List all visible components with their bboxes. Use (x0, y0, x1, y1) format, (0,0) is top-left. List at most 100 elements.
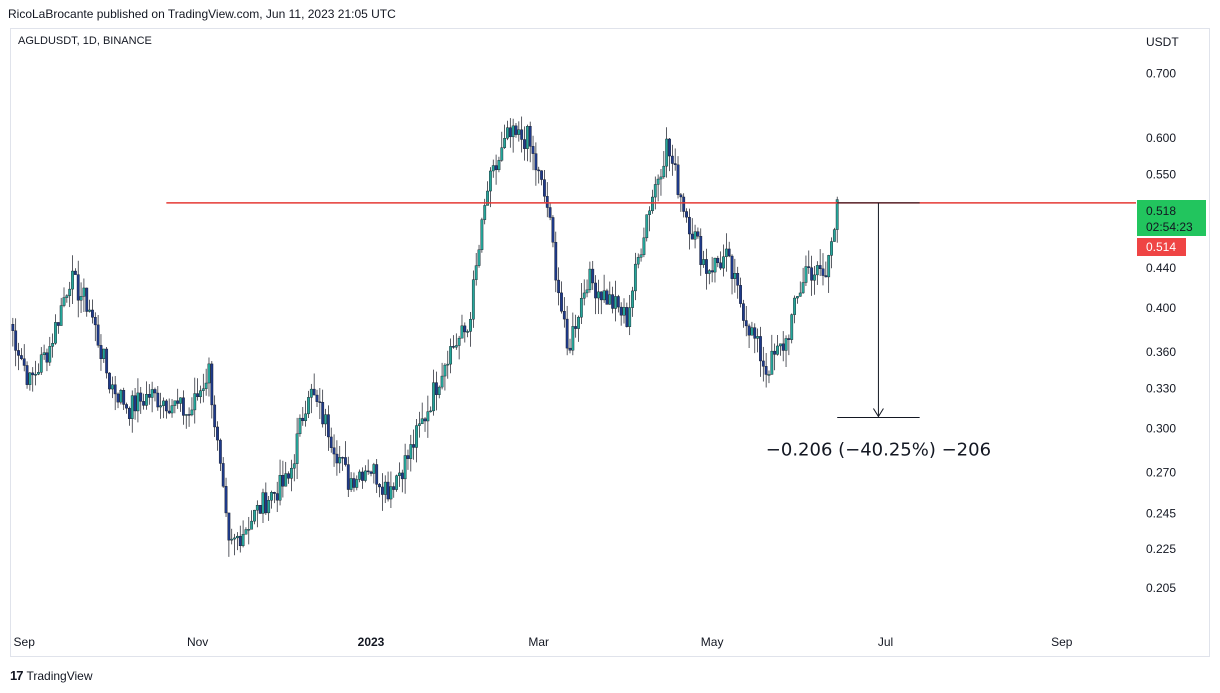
candle-down (380, 486, 384, 495)
candle-up (338, 457, 342, 464)
candle-down (551, 217, 555, 243)
candle-up (159, 405, 163, 408)
candle-up (622, 307, 626, 316)
candle-up (645, 214, 649, 239)
candle-down (565, 318, 569, 349)
candle-up (304, 413, 308, 422)
candle-up (432, 382, 435, 412)
candle-down (540, 170, 543, 180)
candle-down (378, 484, 381, 488)
candle-down (341, 457, 344, 459)
candle-down (761, 360, 765, 367)
x-tick-label: Sep (1051, 635, 1073, 649)
candle-down (605, 290, 609, 305)
candle-up (449, 346, 453, 365)
candle-down (537, 169, 541, 172)
candle-down (315, 394, 319, 402)
candle-down (105, 348, 109, 374)
candle-up (62, 297, 66, 306)
candle-up (835, 199, 839, 230)
candle-up (733, 273, 737, 279)
candle-down (739, 285, 742, 304)
candle-down (764, 366, 768, 375)
candle-down (113, 384, 117, 395)
candle-up (477, 249, 481, 266)
candle-down (727, 248, 731, 257)
candle-down (574, 326, 578, 329)
candle-up (34, 374, 37, 376)
candle-down (545, 196, 549, 208)
candle-down (824, 275, 828, 278)
candle-up (383, 481, 387, 495)
candle-down (275, 493, 279, 501)
candle-down (196, 393, 200, 398)
x-tick-label: 2023 (358, 635, 385, 649)
candle-up (437, 386, 441, 395)
candle-up (830, 241, 833, 256)
candle-up (307, 397, 310, 415)
candle-down (335, 453, 339, 464)
candle-up (500, 147, 504, 161)
candle-up (179, 397, 182, 404)
candle-down (560, 292, 563, 312)
candle-up (170, 405, 174, 414)
candle-down (76, 274, 80, 301)
candle-up (65, 295, 69, 298)
candle-down (705, 259, 708, 274)
candle-down (528, 126, 532, 147)
candle-down (321, 402, 325, 425)
candle-down (557, 279, 561, 294)
candle-down (710, 270, 714, 273)
candle-down (352, 478, 356, 488)
candle-down (361, 471, 364, 481)
candle-up (420, 418, 424, 425)
y-tick-label: 0.700 (1146, 66, 1176, 80)
y-tick-label: 0.205 (1146, 581, 1176, 595)
y-tick-label: 0.550 (1146, 167, 1176, 181)
candle-up (363, 470, 367, 481)
candle-down (346, 464, 350, 490)
candle-up (707, 270, 711, 274)
candle-up (403, 455, 407, 480)
candle-up (648, 210, 651, 215)
candle-down (818, 265, 822, 270)
candle-up (577, 316, 580, 329)
candle-up (261, 492, 265, 514)
candle-up (793, 297, 796, 315)
candle-up (469, 318, 472, 332)
candle-down (17, 350, 20, 356)
candle-down (690, 233, 694, 240)
candle-up (656, 178, 660, 185)
candle-up (395, 475, 398, 490)
candle-up (173, 400, 177, 406)
candle-down (238, 535, 242, 547)
y-tick-label: 0.245 (1146, 506, 1176, 520)
candle-down (619, 306, 623, 316)
candle-up (324, 414, 327, 425)
candle-up (250, 520, 254, 530)
candle-up (309, 388, 313, 398)
candle-down (73, 270, 77, 275)
candle-up (278, 475, 282, 501)
candle-up (460, 325, 464, 339)
candle-up (39, 354, 43, 373)
candle-down (56, 322, 60, 326)
candle-up (190, 409, 194, 416)
candle-down (264, 492, 268, 514)
candle-down (548, 207, 552, 218)
candle-down (116, 393, 120, 403)
candle-down (153, 389, 157, 394)
candle-up (784, 338, 788, 351)
candle-up (633, 263, 637, 292)
candle-down (258, 505, 262, 514)
candle-down (25, 365, 29, 385)
candle-down (127, 407, 131, 419)
tradingview-logo-icon: 17 (10, 668, 24, 683)
candle-up (51, 343, 55, 347)
candle-up (486, 190, 489, 206)
candle-down (716, 257, 720, 264)
candle-up (579, 298, 583, 318)
candle-down (369, 471, 373, 474)
candle-down (85, 287, 89, 312)
